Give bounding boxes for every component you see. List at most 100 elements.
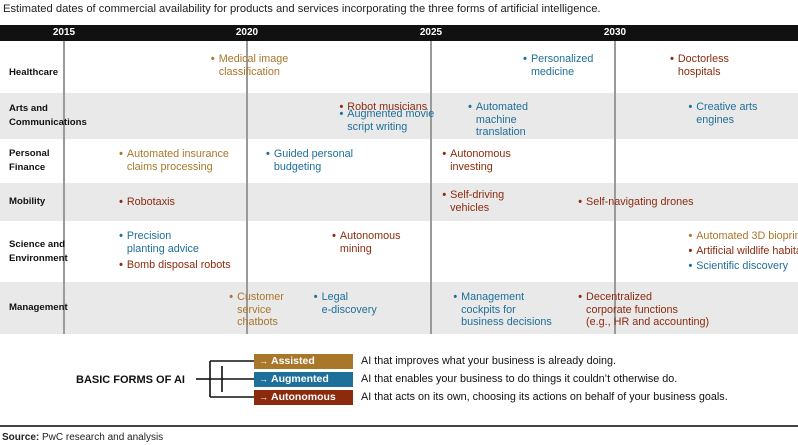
item-text: Scientific discovery bbox=[696, 260, 789, 272]
row-label: Arts and Communications bbox=[9, 103, 87, 128]
year-label-2020: 2020 bbox=[235, 27, 259, 38]
row-band bbox=[0, 221, 798, 282]
item-text: Automated 3D bioprinting bbox=[696, 230, 798, 242]
arrow-right-icon: → bbox=[259, 374, 268, 384]
item-text: Precision planting advice bbox=[126, 230, 199, 255]
arrow-right-icon: → bbox=[259, 356, 268, 366]
item-text: Doctorless hospitals bbox=[677, 53, 729, 78]
item-bullet: • bbox=[266, 148, 270, 160]
legend-swatch-augmented: → Augmented bbox=[254, 372, 353, 387]
legend-swatch-assisted: → Assisted bbox=[254, 354, 353, 369]
timeline-item: • Scientific discovery bbox=[688, 260, 788, 273]
row-label: Science and Environment bbox=[9, 238, 68, 264]
item-text: Robot musicians bbox=[347, 101, 428, 113]
timeline-item: • Management cockpits for business decision… bbox=[453, 291, 551, 329]
legend-title: BASIC FORMS OF AI bbox=[76, 374, 185, 386]
timeline-item: • Legal e-discovery bbox=[314, 291, 377, 316]
item-bullet: • bbox=[313, 291, 318, 303]
source-note: Source: PwC research and analysis bbox=[2, 432, 163, 443]
legend-label: Autonomous bbox=[271, 391, 336, 403]
row-band bbox=[0, 41, 798, 93]
item-text: Augmented movie script writing bbox=[347, 108, 435, 133]
item-text: Legal e-discovery bbox=[321, 291, 377, 316]
item-text: Management cockpits for business decisions bbox=[461, 291, 552, 328]
item-text: Medical image classification bbox=[218, 53, 289, 78]
timeline-item: • Automated insurance claims processing bbox=[119, 148, 229, 173]
gridline-2030 bbox=[614, 41, 616, 334]
item-bullet: • bbox=[670, 53, 674, 65]
legend-description: AI that enables your business to do thin… bbox=[361, 373, 678, 385]
timeline-item: • Autonomous mining bbox=[332, 230, 400, 255]
item-text: Self-navigating drones bbox=[586, 196, 694, 208]
item-text: Bomb disposal robots bbox=[126, 259, 231, 271]
item-bullet: • bbox=[688, 245, 693, 257]
item-text: Guided personal budgeting bbox=[273, 148, 354, 173]
timeline-item: •Automated 3D bioprinting bbox=[688, 230, 798, 243]
timeline-item: • Creative arts engines bbox=[688, 101, 757, 126]
item-bullet: • bbox=[332, 230, 336, 242]
item-text: Automated insurance claims processing bbox=[126, 148, 229, 173]
timeline-item: • Robotaxis bbox=[119, 196, 175, 209]
arrow-right-icon: → bbox=[259, 392, 268, 402]
chart-caption: Estimated dates of commercial availabili… bbox=[3, 3, 601, 15]
timeline-item: •Artificial wildlife habitats bbox=[688, 245, 798, 258]
timeline-item: • Bomb disposal robots bbox=[119, 259, 231, 272]
footer-divider bbox=[0, 425, 798, 427]
item-bullet: • bbox=[119, 148, 123, 160]
row-label: Mobility bbox=[9, 196, 46, 207]
row-band bbox=[0, 139, 798, 183]
legend-label: Assisted bbox=[271, 355, 315, 367]
year-label-2015: 2015 bbox=[52, 27, 76, 38]
item-bullet: • bbox=[119, 230, 123, 242]
item-text: Creative arts engines bbox=[696, 101, 758, 126]
legend: BASIC FORMS OF AI → Assisted AI that impro… bbox=[0, 344, 798, 414]
item-text: Automated machine translation bbox=[475, 101, 529, 138]
row-band bbox=[0, 93, 798, 139]
item-text: Autonomous mining bbox=[339, 230, 401, 255]
timeline-item: • Automated machine translation bbox=[468, 101, 528, 139]
item-text: Self-driving vehicles bbox=[450, 189, 505, 214]
row-band bbox=[0, 183, 798, 221]
gridline-2025 bbox=[430, 41, 432, 334]
item-bullet: • bbox=[688, 101, 693, 113]
item-text: Personalized medicine bbox=[530, 53, 594, 78]
item-text: Robotaxis bbox=[126, 196, 175, 208]
timeline-item: • Personalized medicine bbox=[523, 53, 593, 78]
timeline-item: • Augmented movie script writing bbox=[340, 108, 435, 133]
legend-label: Augmented bbox=[271, 373, 329, 385]
row-label: Personal Finance bbox=[9, 148, 50, 173]
item-bullet: • bbox=[119, 196, 123, 208]
timeline-item: • Robot musicians bbox=[340, 101, 428, 114]
item-bullet: • bbox=[339, 101, 344, 113]
legend-swatch-autonomous: → Autonomous bbox=[254, 390, 353, 405]
item-bullet: • bbox=[688, 230, 693, 242]
item-bullet: • bbox=[229, 291, 234, 303]
item-bullet: • bbox=[442, 148, 447, 160]
legend-bracket bbox=[196, 360, 254, 398]
year-label-2030: 2030 bbox=[603, 27, 627, 38]
row-label: Healthcare bbox=[9, 67, 59, 78]
timeline-item: • Guided personal budgeting bbox=[266, 148, 353, 173]
timeline-item: • Customer service chatbots bbox=[229, 291, 284, 329]
gridline-2020 bbox=[246, 41, 248, 334]
item-bullet: • bbox=[442, 189, 447, 201]
row-band bbox=[0, 282, 798, 334]
timeline-item: • Doctorless hospitals bbox=[670, 53, 729, 78]
timeline-item: • Precision planting advice bbox=[119, 230, 199, 255]
timeline-item: • Self-navigating drones bbox=[578, 196, 693, 209]
item-bullet: • bbox=[688, 260, 693, 272]
source-label: Source: bbox=[2, 432, 40, 443]
timeline-item: • Autonomous investing bbox=[442, 148, 510, 173]
item-bullet: • bbox=[578, 291, 583, 303]
item-bullet: • bbox=[339, 108, 344, 120]
item-bullet: • bbox=[578, 196, 583, 208]
legend-description: AI that improves what your business is a… bbox=[361, 355, 617, 367]
timeline-item: • Medical image classification bbox=[211, 53, 288, 78]
item-bullet: • bbox=[119, 259, 123, 271]
item-text: Autonomous investing bbox=[450, 148, 511, 173]
item-bullet: • bbox=[523, 53, 527, 65]
year-label-2025: 2025 bbox=[419, 27, 443, 38]
item-text: Customer service chatbots bbox=[237, 291, 284, 328]
gridline-2015 bbox=[63, 41, 65, 334]
item-bullet: • bbox=[210, 53, 215, 65]
